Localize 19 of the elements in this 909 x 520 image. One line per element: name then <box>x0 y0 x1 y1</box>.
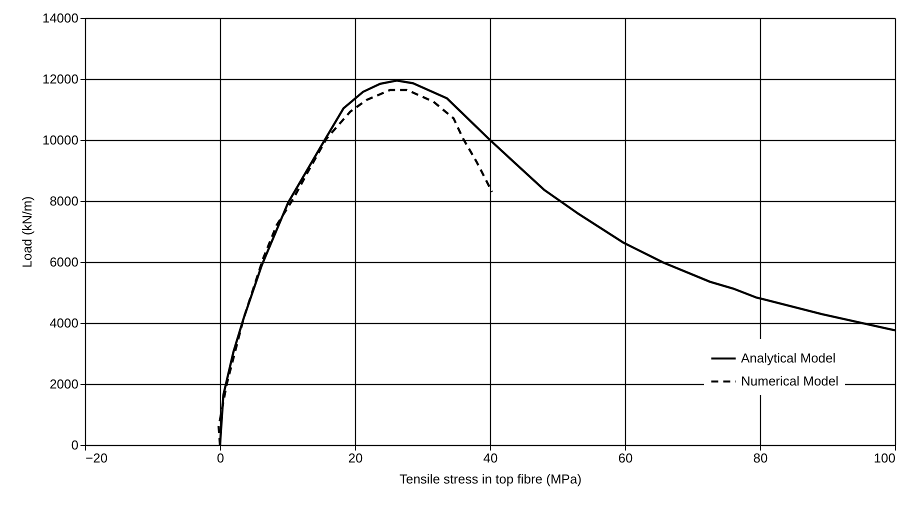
x-tick-label: 20 <box>348 450 363 466</box>
legend-label: Analytical Model <box>741 350 836 366</box>
x-axis-title: Tensile stress in top fibre (MPa) <box>399 472 582 486</box>
y-tick-label: 0 <box>71 438 78 452</box>
x-tick-label: 100 <box>874 450 896 466</box>
y-tick-label: 14000 <box>42 10 78 26</box>
y-tick-label: 12000 <box>42 72 78 86</box>
legend-label: Numerical Model <box>741 374 839 388</box>
x-tick-label: −20 <box>86 450 108 466</box>
y-tick-label: 2000 <box>50 376 78 392</box>
y-tick-label: 6000 <box>50 254 78 270</box>
x-tick-label: 80 <box>753 450 768 466</box>
y-tick-label: 10000 <box>42 132 78 148</box>
y-axis-title: Load (kN/m) <box>19 196 34 268</box>
x-tick-label: 0 <box>216 450 224 466</box>
x-tick-label: 40 <box>483 450 498 466</box>
y-tick-label: 4000 <box>50 316 78 330</box>
x-tick-label: 60 <box>618 450 633 466</box>
y-tick-label: 8000 <box>50 194 78 208</box>
